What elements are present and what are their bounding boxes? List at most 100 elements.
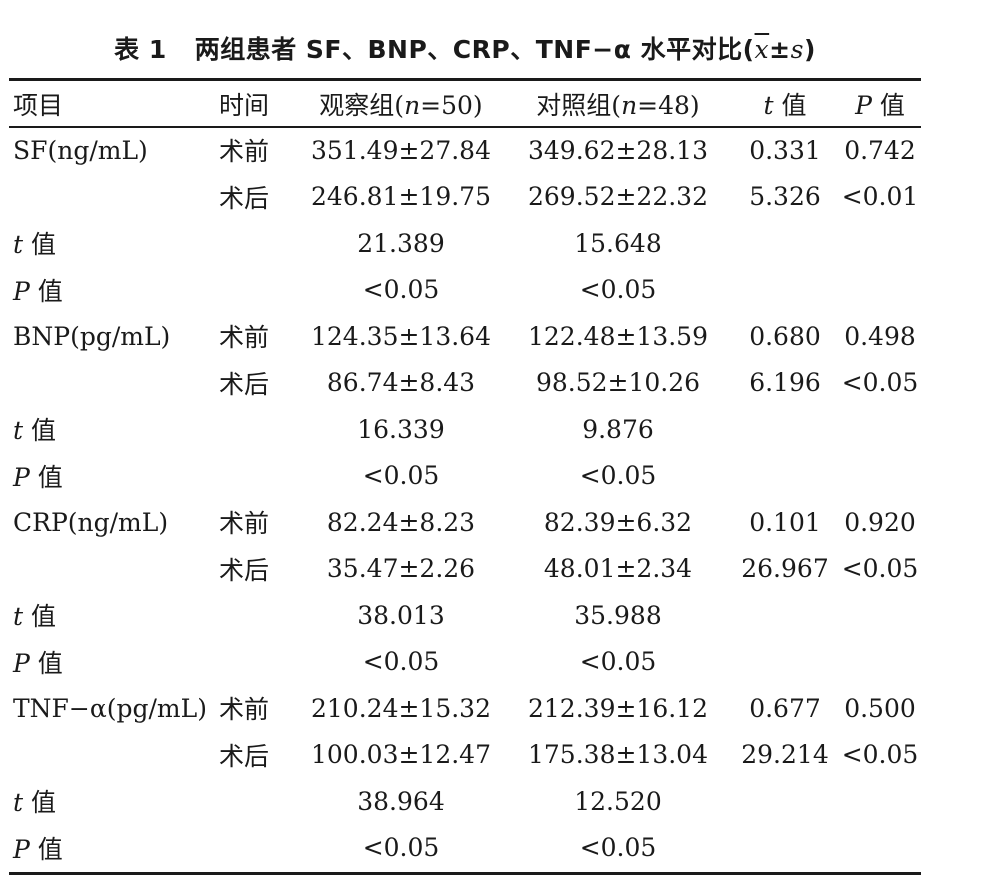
time-cell xyxy=(219,406,301,453)
control-cell: 48.01±2.34 xyxy=(543,554,693,584)
col-header-p-value: P 值 xyxy=(855,90,905,120)
control-cell: 349.62±28.13 xyxy=(528,135,708,165)
t-value-cell xyxy=(735,220,835,267)
time-cell xyxy=(219,267,301,314)
t-value-cell xyxy=(735,453,835,500)
table-row: t 值 38.013 35.988 xyxy=(9,592,925,639)
row-label: P 值 xyxy=(13,648,63,678)
control-cell: <0.05 xyxy=(579,833,657,863)
t-value-cell: 0.101 xyxy=(749,507,821,537)
t-value-cell: 6.196 xyxy=(749,368,821,398)
time-cell: 术后 xyxy=(219,555,270,585)
time-cell: 术后 xyxy=(219,183,270,213)
observation-cell: 38.013 xyxy=(357,600,445,630)
time-cell: 术前 xyxy=(219,323,270,353)
row-label: P 值 xyxy=(13,462,63,492)
table-row: t 值 21.389 15.648 xyxy=(9,220,925,267)
table-row: t 值 38.964 12.520 xyxy=(9,778,925,825)
p-value-cell: 0.498 xyxy=(844,321,916,351)
t-value-cell xyxy=(735,639,835,686)
observation-cell: 86.74±8.43 xyxy=(326,368,476,398)
table-row: CRP(ng/mL) 术前 82.24±8.23 82.39±6.32 0.101 0.9… xyxy=(9,499,925,546)
t-value-cell xyxy=(735,406,835,453)
table-row: t 值 16.339 9.876 xyxy=(9,406,925,453)
observation-cell: 38.964 xyxy=(357,786,445,816)
p-value-cell xyxy=(835,639,925,686)
p-value-cell xyxy=(835,592,925,639)
control-cell: 9.876 xyxy=(582,414,654,444)
time-cell xyxy=(219,825,301,872)
t-value-cell: 0.680 xyxy=(749,321,821,351)
item-cell xyxy=(9,546,219,593)
row-label: t 值 xyxy=(13,230,56,260)
control-cell: 212.39±16.12 xyxy=(528,693,708,723)
col-header-observation: 观察组(n=50) xyxy=(319,90,483,120)
control-cell: 269.52±22.32 xyxy=(528,182,708,212)
table-number: 表 1 xyxy=(114,35,167,64)
data-table: 项目 时间 观察组(n=50) 对照组(n=48) t 值 P 值 SF(ng/… xyxy=(9,80,925,871)
t-value-cell: 0.331 xyxy=(749,135,821,165)
table-title: 两组患者 SF、BNP、CRP、TNF−α 水平对比 xyxy=(194,35,743,64)
time-cell xyxy=(219,592,301,639)
time-cell xyxy=(219,453,301,500)
t-value-cell xyxy=(735,592,835,639)
time-cell: 术前 xyxy=(219,137,270,167)
control-cell: 82.39±6.32 xyxy=(543,507,693,537)
col-header-control: 对照组(n=48) xyxy=(536,90,700,120)
p-value-cell xyxy=(835,453,925,500)
control-cell: 98.52±10.26 xyxy=(535,368,701,398)
observation-cell: 124.35±13.64 xyxy=(311,321,491,351)
t-value-cell xyxy=(735,825,835,872)
control-cell: <0.05 xyxy=(579,647,657,677)
observation-cell: 210.24±15.32 xyxy=(311,693,491,723)
observation-cell: 16.339 xyxy=(357,414,445,444)
t-value-cell xyxy=(735,267,835,314)
p-value-cell xyxy=(835,406,925,453)
t-value-cell: 29.214 xyxy=(741,740,829,770)
table-row: 术后 246.81±19.75 269.52±22.32 5.326 <0.01 xyxy=(9,174,925,221)
p-value-cell: 0.920 xyxy=(844,507,916,537)
col-header-t-value: t 值 xyxy=(763,90,807,120)
header-row: 项目 时间 观察组(n=50) 对照组(n=48) t 值 P 值 xyxy=(9,80,925,127)
time-cell: 术后 xyxy=(219,369,270,399)
observation-cell: 351.49±27.84 xyxy=(311,135,491,165)
observation-cell: <0.05 xyxy=(362,461,440,491)
observation-cell: 246.81±19.75 xyxy=(311,182,491,212)
time-cell xyxy=(219,778,301,825)
table-row: BNP(pg/mL) 术前 124.35±13.64 122.48±13.59 0.68… xyxy=(9,313,925,360)
table-row: TNF−α(pg/mL) 术前 210.24±15.32 212.39±16.12 0.… xyxy=(9,685,925,732)
table-row: P 值 <0.05 <0.05 xyxy=(9,453,925,500)
control-cell: <0.05 xyxy=(579,461,657,491)
t-value-cell: 0.677 xyxy=(749,693,821,723)
item-cell xyxy=(9,174,219,221)
table-row: 术后 100.03±12.47 175.38±13.04 29.214 <0.05 xyxy=(9,732,925,779)
time-cell xyxy=(219,639,301,686)
col-header-item: 项目 xyxy=(13,90,64,120)
item-cell: BNP(pg/mL) xyxy=(13,321,171,351)
row-label: t 值 xyxy=(13,788,56,818)
row-label: P 值 xyxy=(13,276,63,306)
table-row: SF(ng/mL) 术前 351.49±27.84 349.62±28.13 0.331… xyxy=(9,127,925,174)
control-cell: 15.648 xyxy=(574,228,662,258)
row-label: P 值 xyxy=(13,834,63,864)
control-cell: 175.38±13.04 xyxy=(528,740,708,770)
p-value-cell xyxy=(835,220,925,267)
row-label: t 值 xyxy=(13,416,56,446)
time-cell: 术前 xyxy=(219,695,270,725)
p-value-cell xyxy=(835,825,925,872)
sd-symbol: s xyxy=(790,35,804,64)
time-cell: 术前 xyxy=(219,509,270,539)
item-cell: SF(ng/mL) xyxy=(13,135,148,165)
p-value-cell: 0.742 xyxy=(844,135,916,165)
p-value-cell: 0.500 xyxy=(844,693,916,723)
top-rule xyxy=(9,78,921,81)
t-value-cell: 26.967 xyxy=(741,554,829,584)
p-value-cell: <0.01 xyxy=(841,182,919,212)
table-row: 术后 35.47±2.26 48.01±2.34 26.967 <0.05 xyxy=(9,546,925,593)
control-cell: 35.988 xyxy=(574,600,662,630)
table-row: P 值 <0.05 <0.05 xyxy=(9,267,925,314)
p-value-cell: <0.05 xyxy=(841,740,919,770)
observation-cell: 82.24±8.23 xyxy=(326,507,476,537)
row-label: t 值 xyxy=(13,602,56,632)
observation-cell: <0.05 xyxy=(362,833,440,863)
